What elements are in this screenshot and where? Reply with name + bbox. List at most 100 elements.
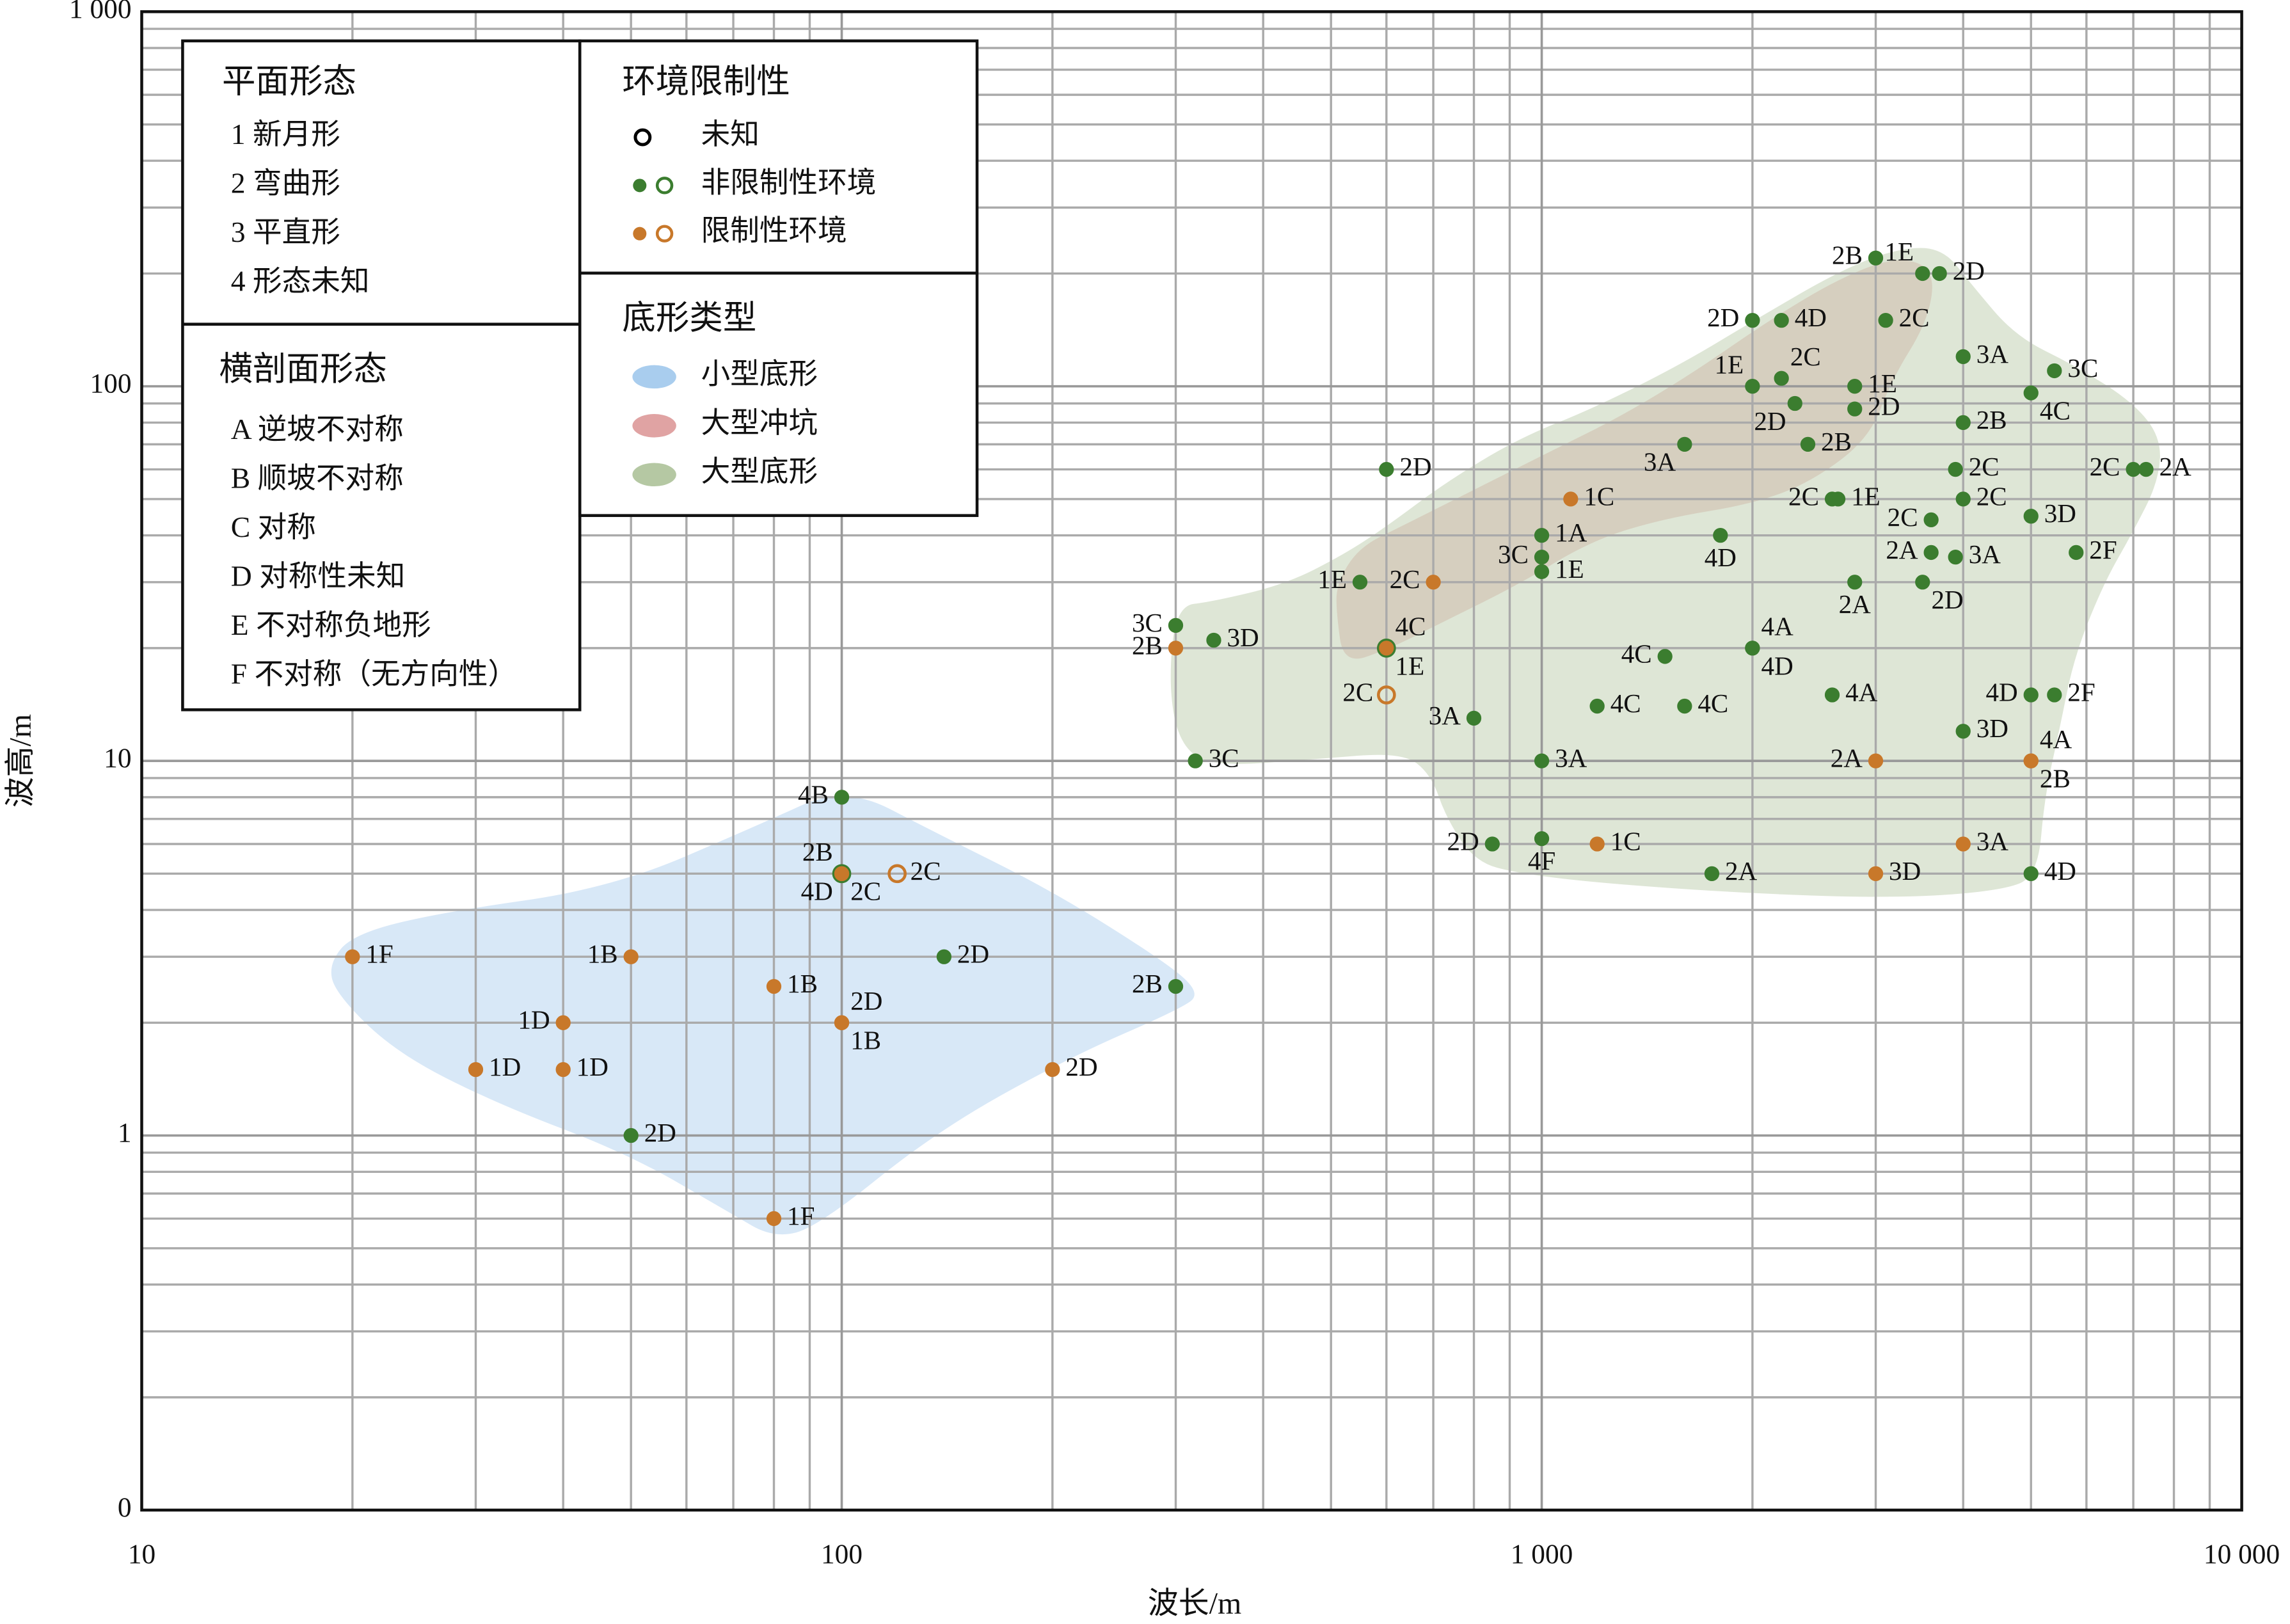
point-label: 3C <box>1498 539 1529 569</box>
data-point <box>1868 866 1884 881</box>
data-point <box>1168 641 1184 656</box>
legend-item: 2 弯曲形 <box>231 166 340 199</box>
data-point <box>1188 753 1203 768</box>
data-point <box>1168 978 1184 994</box>
data-point <box>1713 528 1728 543</box>
x-tick-label: 10 000 <box>2204 1539 2280 1570</box>
data-point <box>1534 831 1550 847</box>
data-point <box>555 1015 571 1030</box>
point-label: 2B <box>802 837 833 866</box>
data-point <box>1915 575 1930 590</box>
legend-label: 大型底形 <box>701 455 818 488</box>
legend-marker <box>655 225 674 243</box>
point-label: 2A <box>1725 856 1758 886</box>
data-point <box>1168 617 1184 633</box>
data-point <box>2023 753 2039 768</box>
legend-title: 平面形态 <box>222 63 356 100</box>
point-label: 2D <box>1931 585 1963 614</box>
data-point <box>887 864 907 884</box>
point-label: 4C <box>1621 639 1652 668</box>
point-label: 4C <box>1395 612 1426 641</box>
data-point <box>1589 698 1605 714</box>
point-label: 2B <box>1832 241 1863 270</box>
data-point <box>1534 528 1550 543</box>
y-tick-label: 0 <box>118 1492 132 1523</box>
legend-marker <box>633 227 647 241</box>
data-point <box>1923 512 1939 528</box>
legend-label: 大型冲坑 <box>701 406 818 439</box>
data-point <box>1800 436 1816 452</box>
data-point <box>1955 415 1971 431</box>
data-point <box>2138 461 2154 477</box>
data-point <box>1787 395 1802 411</box>
point-label: 2B <box>1821 427 1852 456</box>
data-point <box>1534 753 1550 768</box>
x-axis-label: 波长/m <box>1148 1587 1241 1621</box>
point-label: 3D <box>2044 498 2076 528</box>
point-label: 3A <box>1644 447 1676 477</box>
data-point <box>1045 1062 1060 1078</box>
data-point <box>2047 687 2062 703</box>
point-label: 1F <box>365 939 393 969</box>
point-label: 4D <box>1761 651 1793 680</box>
data-point <box>1955 349 1971 364</box>
data-point <box>1352 575 1368 590</box>
point-label: 2D <box>1953 256 1985 285</box>
legend-item: 4 形态未知 <box>231 264 370 297</box>
point-label: 4D <box>801 877 833 906</box>
data-point <box>2069 545 2084 561</box>
point-label: 3C <box>1209 744 1239 773</box>
x-tick-label: 1 000 <box>1511 1539 1573 1570</box>
point-label: 2C <box>1899 303 1930 332</box>
point-label: 1E <box>1868 369 1897 398</box>
data-point <box>1589 836 1605 852</box>
point-label: 2C <box>1790 342 1821 371</box>
y-axis-label: 波高/m <box>4 714 38 808</box>
point-label: 2C <box>1969 452 2000 481</box>
data-point <box>834 866 850 881</box>
data-point <box>1847 575 1863 590</box>
data-point <box>1704 866 1720 881</box>
point-label: 4D <box>1705 543 1737 572</box>
data-point <box>623 949 639 964</box>
point-label: 2C <box>2090 452 2120 481</box>
data-point <box>2047 363 2062 379</box>
point-label: 1E <box>1851 481 1881 511</box>
point-label: 2A <box>1831 744 1863 773</box>
legend-label: 未知 <box>701 118 759 150</box>
data-point <box>1484 836 1500 852</box>
data-point <box>834 790 850 805</box>
region-area <box>1336 260 1932 659</box>
data-point <box>1830 491 1846 507</box>
point-label: 3A <box>1969 539 2001 569</box>
point-label: 1E <box>1395 651 1425 680</box>
legend-swatch <box>632 463 676 487</box>
data-point <box>766 1211 782 1227</box>
data-point <box>1774 312 1789 328</box>
data-point <box>1878 312 1893 328</box>
point-label: 1F <box>787 1201 815 1230</box>
legend-item: 3 平直形 <box>231 216 340 248</box>
data-point <box>1948 461 1963 477</box>
point-label: 2D <box>1707 303 1739 332</box>
point-label: 2F <box>2067 677 2095 706</box>
legend-item: 1 新月形 <box>231 118 340 150</box>
point-label: 4F <box>1528 846 1555 875</box>
point-label: 3D <box>1976 713 2008 743</box>
data-point <box>1745 312 1760 328</box>
point-label: 2C <box>1788 481 1819 511</box>
point-label: 2C <box>1342 677 1373 706</box>
x-tick-label: 10 <box>128 1539 155 1570</box>
legend-title: 横剖面形态 <box>219 351 386 388</box>
legend-label: 非限制性环境 <box>701 166 877 198</box>
data-point <box>555 1062 571 1078</box>
point-label: 4C <box>2040 395 2071 425</box>
data-point <box>1677 436 1692 452</box>
data-point <box>1847 401 1863 417</box>
legend-marker <box>655 177 674 195</box>
data-point <box>468 1062 484 1078</box>
point-label: 2D <box>1868 392 1900 421</box>
legend-marker <box>633 128 652 147</box>
